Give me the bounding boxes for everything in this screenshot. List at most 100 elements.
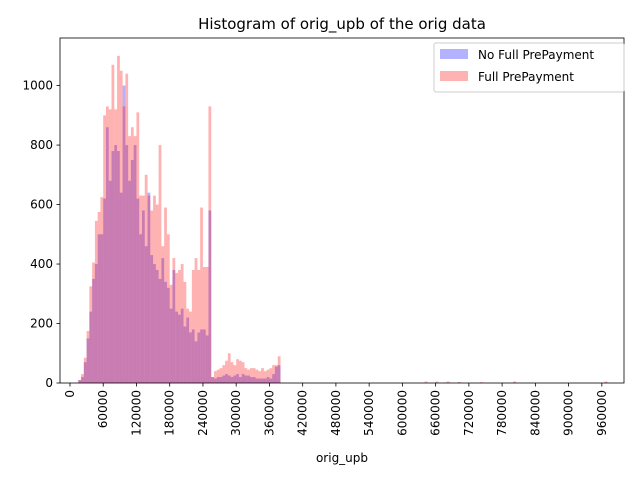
bar-no-full-prepayment-65: [258, 378, 262, 383]
bar-no-full-prepayment-29: [158, 278, 162, 383]
bar-no-full-prepayment-42: [194, 341, 198, 383]
x-tick-label: 240000: [196, 390, 210, 436]
bar-no-full-prepayment-25: [147, 192, 151, 383]
bar-full-prepayment-64: [255, 369, 259, 383]
x-tick-label: 840000: [528, 390, 542, 436]
bar-no-full-prepayment-64: [255, 378, 259, 383]
bar-full-prepayment-58: [238, 360, 242, 383]
bar-full-prepayment-sparse-5: [513, 381, 516, 383]
bar-full-prepayment-11: [108, 109, 112, 384]
bar-no-full-prepayment-47: [208, 210, 212, 383]
bar-no-full-prepayment-12: [111, 151, 115, 383]
bar-no-full-prepayment-38: [183, 326, 187, 383]
bar-full-prepayment-56: [233, 365, 237, 383]
bar-full-prepayment-67: [263, 371, 267, 383]
bar-full-prepayment-39: [186, 308, 190, 383]
y-tick-label: 800: [30, 138, 53, 152]
x-axis-label: orig_upb: [316, 451, 368, 465]
x-tick-label: 780000: [495, 390, 509, 436]
x-tick-label: 900000: [562, 390, 576, 436]
bar-no-full-prepayment-18: [128, 180, 131, 383]
y-tick-label: 200: [30, 317, 53, 331]
bar-no-full-prepayment-58: [238, 377, 242, 383]
bar-no-full-prepayment-21: [136, 198, 140, 383]
bar-full-prepayment-40: [189, 311, 192, 383]
x-tick-label: 540000: [362, 390, 376, 436]
bar-no-full-prepayment-53: [225, 374, 228, 383]
bar-no-full-prepayment-19: [130, 159, 134, 383]
bar-full-prepayment-15: [119, 70, 123, 383]
bar-no-full-prepayment-34: [172, 269, 176, 383]
bar-no-full-prepayment-59: [241, 374, 245, 383]
bar-no-full-prepayment-39: [186, 317, 190, 383]
bar-no-full-prepayment-45: [202, 329, 206, 383]
bar-full-prepayment-44: [200, 207, 203, 383]
bar-full-prepayment-62: [250, 368, 253, 383]
bar-no-full-prepayment-63: [252, 377, 256, 383]
bar-full-prepayment-63: [252, 368, 256, 383]
bar-full-prepayment-22: [139, 195, 142, 383]
bar-full-prepayment-66: [261, 368, 264, 383]
bar-full-prepayment-21: [136, 112, 140, 383]
bar-full-prepayment-31: [164, 207, 167, 383]
bar-no-full-prepayment-0: [78, 380, 82, 383]
bar-full-prepayment-47: [208, 106, 212, 383]
bar-no-full-prepayment-24: [144, 246, 148, 383]
legend-label-no-full-prepayment: No Full PrePayment: [478, 48, 594, 62]
bar-full-prepayment-9: [103, 115, 106, 384]
bar-no-full-prepayment-6: [94, 264, 98, 383]
bar-full-prepayment-10: [105, 106, 109, 383]
bar-full-prepayment-0: [78, 380, 82, 383]
bar-no-full-prepayment-17: [125, 145, 129, 383]
bar-full-prepayment-70: [272, 365, 275, 383]
bar-full-prepayment-16: [122, 106, 126, 383]
bar-no-full-prepayment-1: [81, 377, 84, 383]
bar-full-prepayment-8: [100, 197, 104, 383]
bar-no-full-prepayment-50: [216, 377, 220, 383]
bar-full-prepayment-34: [172, 258, 176, 383]
bar-full-prepayment-25: [147, 195, 151, 383]
x-tick-label: 180000: [163, 390, 177, 436]
y-tick-label: 600: [30, 198, 53, 212]
bar-no-full-prepayment-48: [211, 377, 215, 383]
legend-swatch-no-full-prepayment: [440, 49, 468, 59]
x-tick-label: 720000: [462, 390, 476, 436]
bar-no-full-prepayment-14: [117, 151, 120, 383]
bar-full-prepayment-42: [194, 258, 198, 383]
bar-no-full-prepayment-28: [155, 269, 159, 383]
y-tick-label: 1000: [22, 79, 53, 93]
bar-full-prepayment-3: [86, 330, 90, 383]
bar-full-prepayment-52: [222, 365, 226, 383]
bar-full-prepayment-5: [92, 262, 95, 383]
bar-no-full-prepayment-52: [222, 375, 226, 383]
bar-no-full-prepayment-44: [200, 329, 203, 383]
bar-no-full-prepayment-33: [169, 308, 173, 383]
bar-no-full-prepayment-10: [105, 127, 109, 383]
bar-full-prepayment-69: [269, 368, 273, 383]
bar-full-prepayment-26: [150, 210, 154, 383]
bar-full-prepayment-37: [180, 264, 184, 383]
plot-frame: [59, 37, 625, 384]
chart-title: Histogram of orig_upb of the orig data: [198, 15, 486, 34]
x-tick-label: 420000: [296, 390, 310, 436]
bar-full-prepayment-28: [155, 204, 159, 383]
x-tick-label: 360000: [262, 390, 276, 436]
bar-full-prepayment-sparse-4: [479, 382, 483, 383]
bar-no-full-prepayment-69: [269, 378, 273, 383]
legend-swatch-full-prepayment: [440, 71, 468, 81]
bar-no-full-prepayment-35: [175, 311, 179, 383]
bar-no-full-prepayment-71: [274, 366, 278, 383]
bar-no-full-prepayment-37: [180, 308, 184, 383]
bar-no-full-prepayment-40: [189, 332, 192, 383]
bar-full-prepayment-35: [175, 272, 179, 383]
bar-full-prepayment-49: [214, 371, 217, 383]
bar-no-full-prepayment-5: [92, 278, 95, 383]
bar-full-prepayment-2: [83, 357, 87, 383]
bar-no-full-prepayment-4: [89, 311, 93, 383]
bar-full-prepayment-55: [230, 362, 234, 383]
legend-label-full-prepayment: Full PrePayment: [478, 70, 574, 84]
bar-full-prepayment-61: [247, 369, 251, 383]
bar-no-full-prepayment-46: [205, 335, 209, 383]
bar-no-full-prepayment-55: [230, 377, 234, 383]
